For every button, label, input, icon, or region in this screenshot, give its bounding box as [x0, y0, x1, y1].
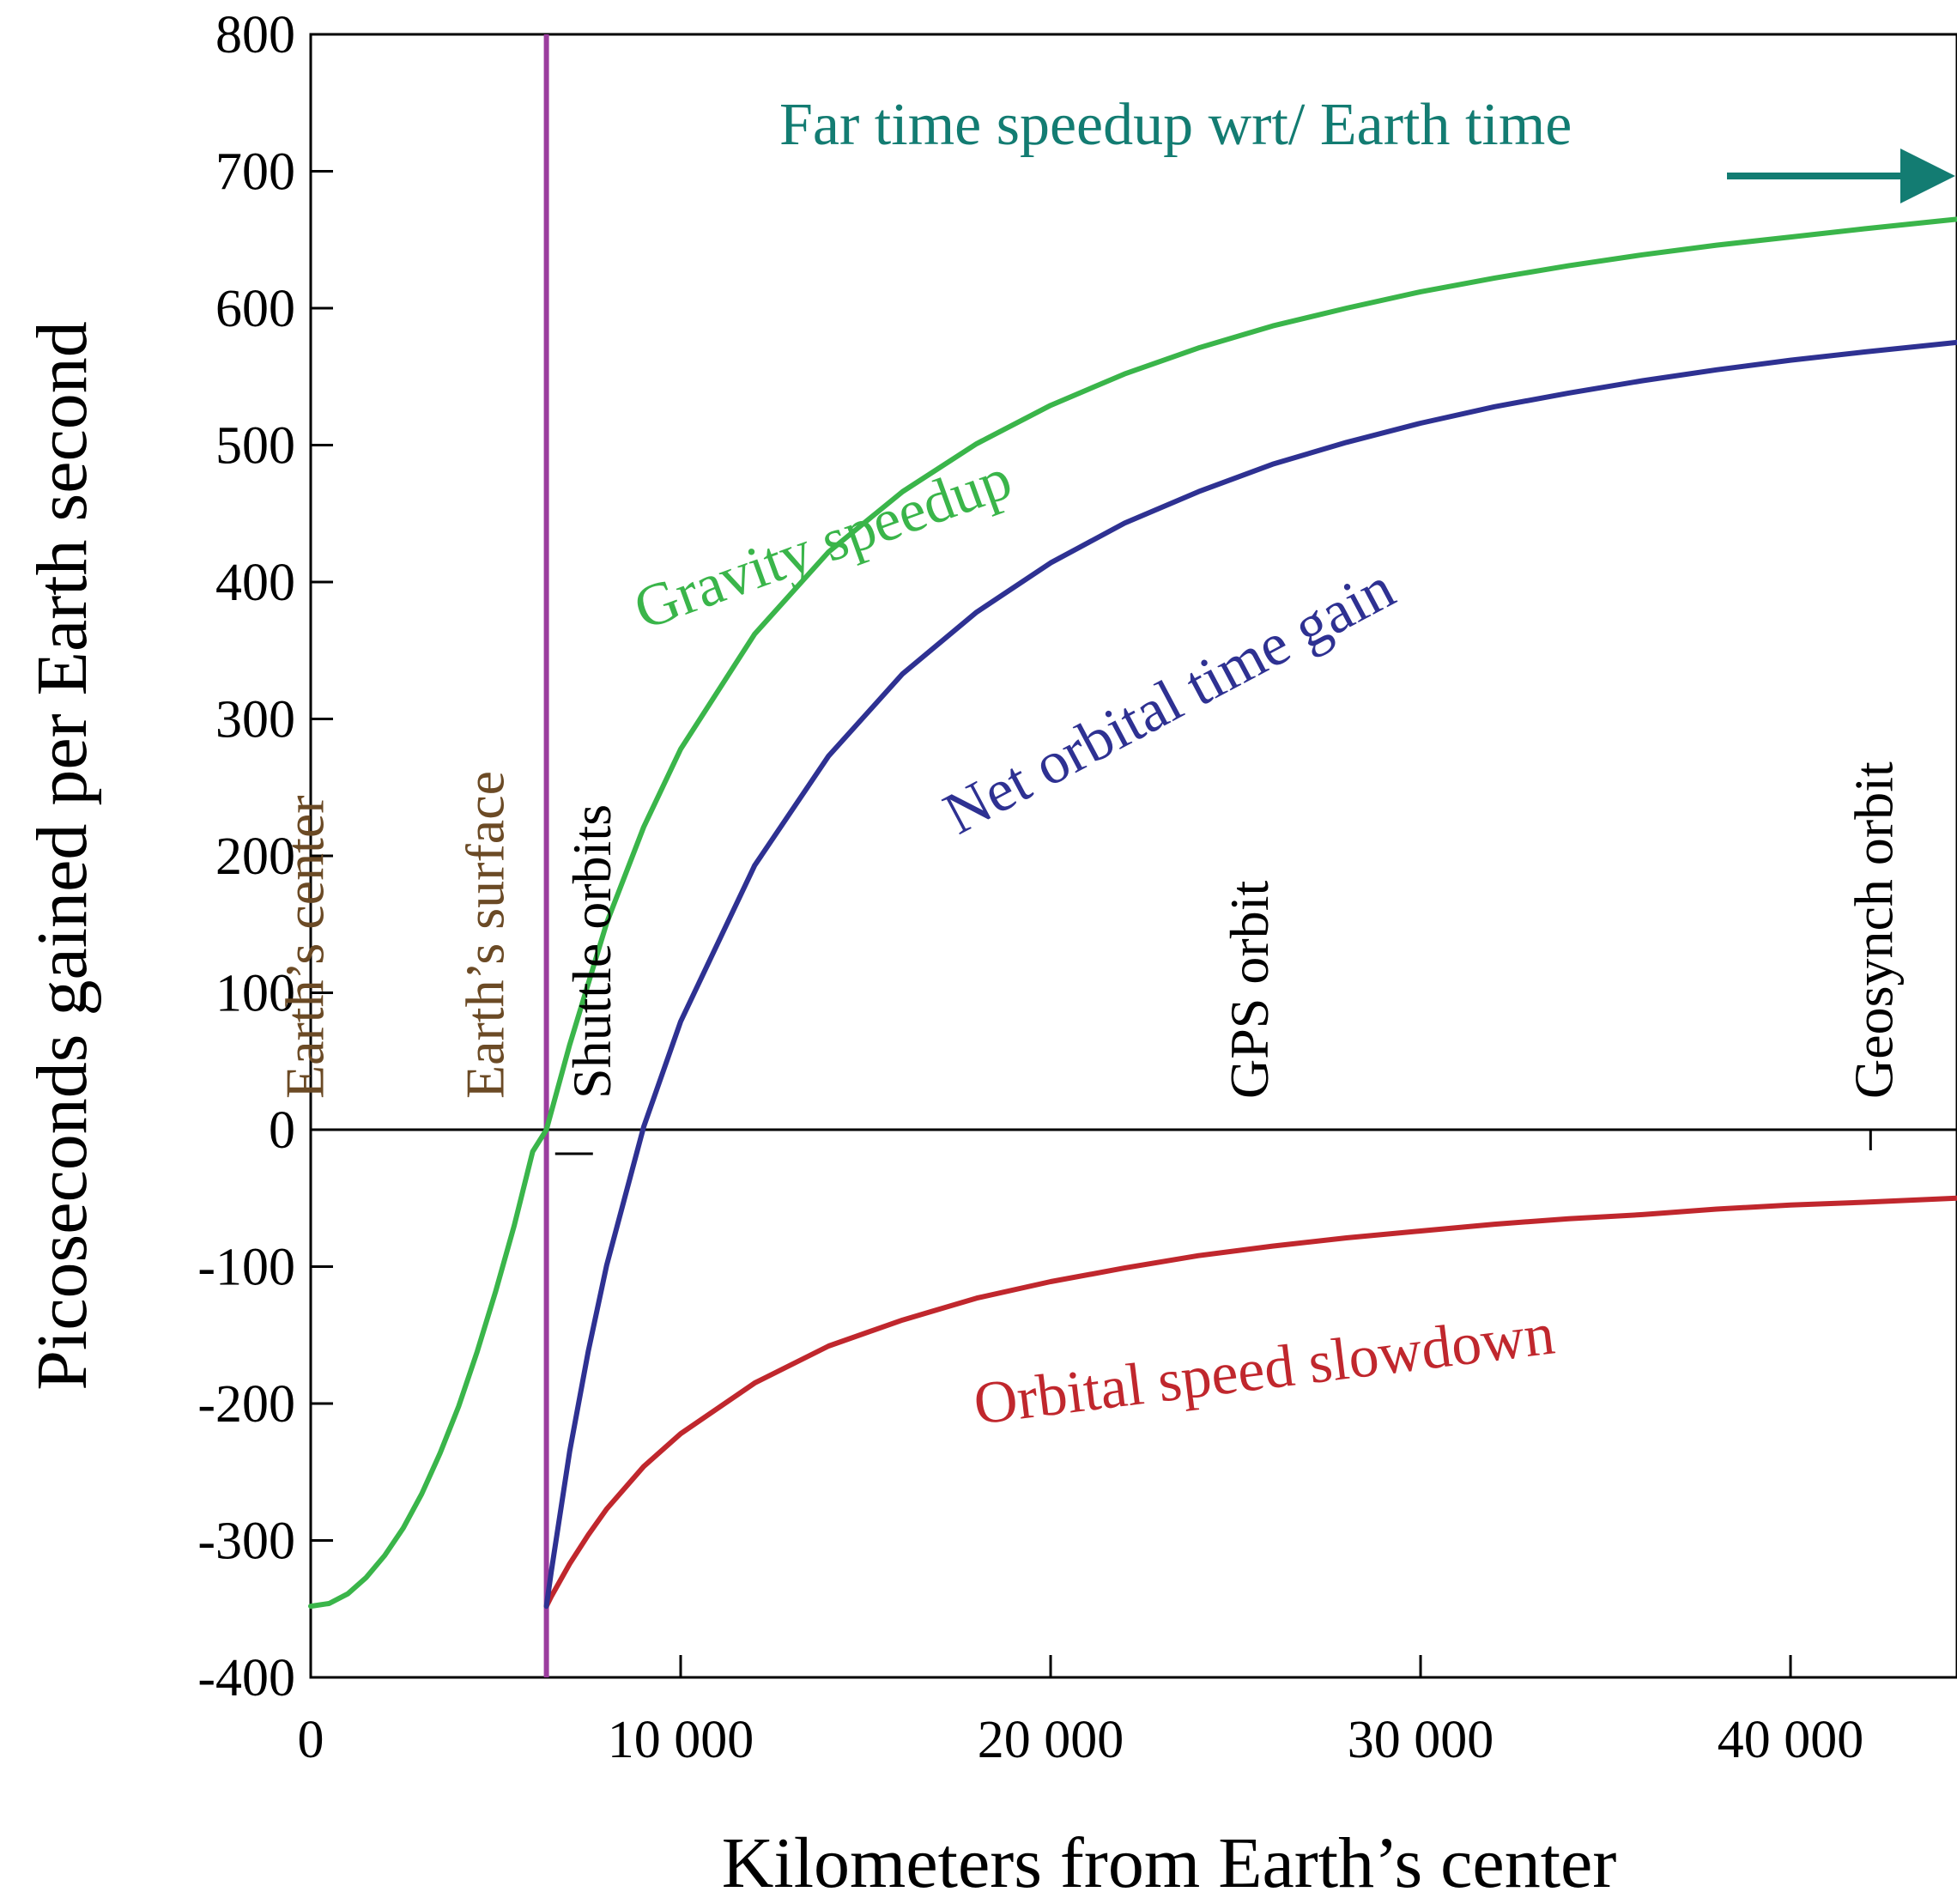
- x-tick-label: 10 000: [608, 1711, 754, 1769]
- y-tick-label: -300: [197, 1513, 295, 1571]
- x-tick-label: 40 000: [1718, 1711, 1864, 1769]
- x-tick-label: 0: [298, 1711, 324, 1769]
- y-axis-title: Picoseconds gained per Earth second: [22, 321, 102, 1391]
- series-line-orbital-speed-slowdown: [543, 1195, 1957, 1610]
- y-tick-label: 500: [215, 417, 295, 476]
- y-tick-label: -400: [197, 1649, 295, 1707]
- marker-label-gps-orbit: GPS orbit: [1219, 881, 1280, 1100]
- x-axis-title: Kilometers from Earth’s center: [722, 1823, 1617, 1903]
- y-tick-label: -100: [197, 1239, 295, 1297]
- y-tick-label: -200: [197, 1375, 295, 1434]
- marker-label-geosynch-orbit: Geosynch orbit: [1843, 761, 1904, 1099]
- y-tick-label: 0: [269, 1101, 295, 1160]
- x-axis-ticks: 0 10 000 20 000 30 000 40 000: [298, 1655, 1864, 1769]
- series-labels: Gravity speedup Orbital speed slowdown Net…: [626, 446, 1558, 1438]
- header-annotation: Far time speedup wrt/ Earth time: [779, 92, 1572, 158]
- series-line-net-orbital-time-gain: [543, 339, 1957, 1610]
- y-tick-label: 400: [215, 554, 295, 612]
- y-tick-label: 600: [215, 280, 295, 338]
- y-tick-label: 300: [215, 691, 295, 749]
- y-tick-label: 800: [215, 6, 295, 64]
- plot-frame: [309, 33, 1957, 1679]
- x-tick-label: 30 000: [1348, 1711, 1494, 1769]
- y-tick-label: 100: [215, 965, 295, 1023]
- series-lines: [308, 216, 1957, 1610]
- series-label-gravity-speedup: Gravity speedup: [626, 446, 1020, 643]
- series-label-orbital-speed-slowdown: Orbital speed slowdown: [970, 1301, 1558, 1437]
- series-line-gravity-speedup: [308, 216, 1957, 1610]
- x-tick-label: 20 000: [978, 1711, 1124, 1769]
- series-label-net-orbital-time-gain: Net orbital time gain: [934, 555, 1405, 847]
- y-tick-label: 700: [215, 143, 295, 202]
- marker-label-earth-s-surface: Earth’s surface: [455, 771, 516, 1099]
- orbit-marker-lines: [543, 34, 1872, 1677]
- orbit-marker-labels: Earth’s center Earth’s surface Shuttle orb…: [275, 761, 1905, 1099]
- marker-label-shuttle-orbits: Shuttle orbits: [561, 804, 622, 1099]
- y-axis-ticks: -400 -300 -200 -100 0 100 200 300 400 500 600 700 80…: [197, 6, 333, 1707]
- marker-label-earth-s-center: Earth’s center: [275, 795, 336, 1099]
- y-tick-label: 200: [215, 828, 295, 886]
